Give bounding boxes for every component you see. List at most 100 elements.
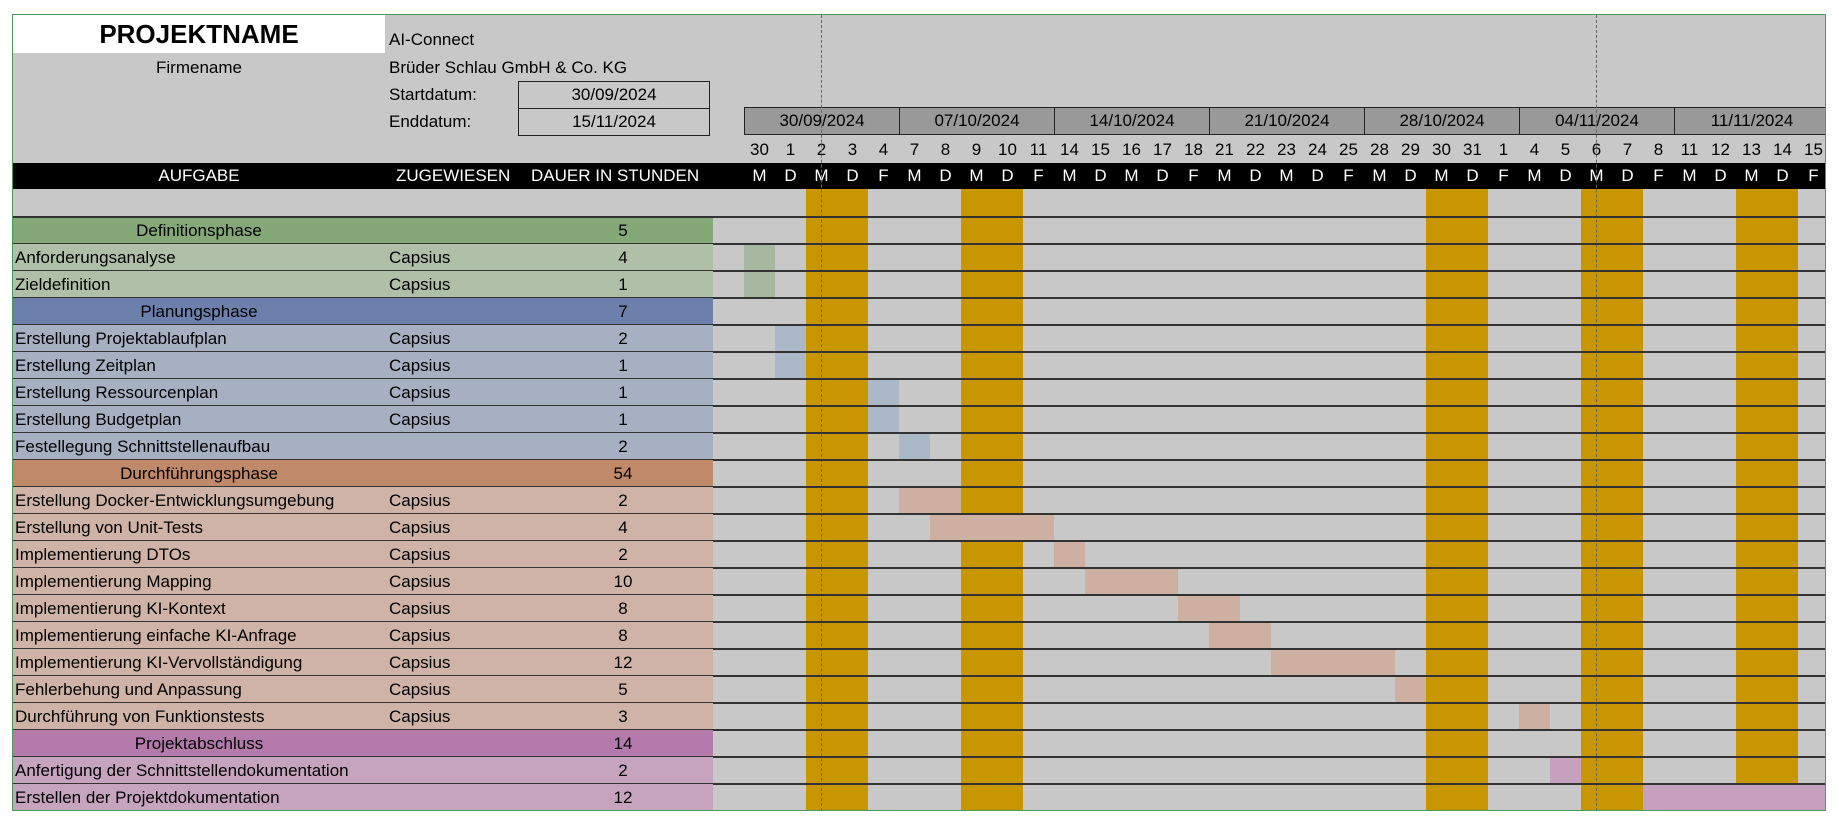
gantt-bar[interactable] (868, 407, 899, 432)
company-name-value[interactable]: Brüder Schlau GmbH & Co. KG (389, 58, 628, 77)
task-name[interactable]: Erstellung Projektablaufplan (15, 329, 227, 348)
task-assignee[interactable]: Capsius (389, 545, 451, 564)
task-assignee[interactable]: Capsius (389, 707, 451, 726)
gantt-bar[interactable] (1519, 704, 1550, 729)
task-name[interactable]: Anfertigung der Schnittstellendokumentat… (15, 761, 349, 780)
task-assignee[interactable]: Capsius (389, 329, 451, 348)
task-duration[interactable]: 2 (618, 437, 628, 456)
task-assignee[interactable]: Capsius (389, 383, 451, 402)
phase-row[interactable] (13, 298, 713, 325)
task-assignee[interactable]: Capsius (389, 680, 451, 699)
task-name[interactable]: Erstellung Docker-Entwicklungsumgebung (15, 491, 335, 510)
phase-name[interactable]: Durchführungsphase (120, 464, 278, 483)
start-date-input[interactable]: 30/09/2024 (518, 81, 710, 109)
gantt-bar[interactable] (1550, 758, 1581, 783)
task-name[interactable]: Zieldefinition (15, 275, 111, 294)
task-row[interactable] (13, 352, 713, 379)
task-name[interactable]: Erstellen der Projektdokumentation (15, 788, 280, 807)
task-assignee[interactable]: Capsius (389, 572, 451, 591)
task-row[interactable] (13, 325, 713, 352)
task-row[interactable] (13, 379, 713, 406)
task-row[interactable] (13, 514, 713, 541)
task-assignee[interactable]: Capsius (389, 248, 451, 267)
task-name[interactable]: Implementierung DTOs (15, 545, 191, 564)
task-row[interactable] (13, 703, 713, 730)
task-duration[interactable]: 3 (618, 707, 628, 726)
task-assignee[interactable]: Capsius (389, 626, 451, 645)
phase-row[interactable] (13, 460, 713, 487)
task-duration[interactable]: 4 (618, 518, 628, 537)
task-row[interactable] (13, 487, 713, 514)
phase-name[interactable]: Planungsphase (140, 302, 258, 321)
task-name[interactable]: Implementierung einfache KI-Anfrage (15, 626, 297, 645)
gantt-bar[interactable] (1085, 569, 1178, 594)
phase-name[interactable]: Projektabschluss (134, 734, 264, 753)
task-row[interactable] (13, 244, 713, 271)
task-duration[interactable]: 1 (618, 383, 628, 402)
task-row[interactable] (13, 676, 713, 703)
task-assignee[interactable]: Capsius (389, 275, 451, 294)
task-duration[interactable]: 2 (618, 491, 628, 510)
task-assignee[interactable]: Capsius (389, 356, 451, 375)
phase-duration[interactable]: 14 (613, 734, 633, 753)
phase-duration[interactable]: 54 (613, 464, 633, 483)
gantt-bar[interactable] (1054, 542, 1085, 567)
gantt-bar[interactable] (899, 434, 930, 459)
phase-duration[interactable]: 7 (618, 302, 628, 321)
task-name[interactable]: Erstellung Ressourcenplan (15, 383, 219, 402)
task-duration[interactable]: 10 (613, 572, 633, 591)
task-duration[interactable]: 8 (618, 626, 628, 645)
task-assignee[interactable]: Capsius (389, 518, 451, 537)
phase-row[interactable] (13, 730, 713, 757)
task-duration[interactable]: 2 (618, 761, 628, 780)
gantt-bar[interactable] (1395, 677, 1426, 702)
task-row[interactable] (13, 649, 713, 676)
task-name[interactable]: Implementierung KI-Kontext (15, 599, 226, 618)
task-name[interactable]: Festellegung Schnittstellenaufbau (15, 437, 271, 456)
task-name[interactable]: Erstellung Budgetplan (15, 410, 182, 429)
gantt-bar[interactable] (1271, 650, 1395, 675)
project-title[interactable]: PROJEKTNAME (13, 15, 385, 53)
task-assignee[interactable]: Capsius (389, 410, 451, 429)
task-name[interactable]: Implementierung Mapping (15, 572, 212, 591)
gantt-bar[interactable] (744, 272, 775, 297)
task-duration[interactable]: 8 (618, 599, 628, 618)
phase-duration[interactable]: 5 (618, 221, 628, 240)
task-name[interactable]: Erstellung Zeitplan (15, 356, 156, 375)
task-duration[interactable]: 1 (618, 275, 628, 294)
task-duration[interactable]: 4 (618, 248, 628, 267)
task-name[interactable]: Durchführung von Funktionstests (15, 707, 265, 726)
task-row[interactable] (13, 541, 713, 568)
gantt-bar[interactable] (899, 488, 961, 513)
gantt-bar[interactable] (868, 380, 899, 405)
task-duration[interactable]: 2 (618, 329, 628, 348)
task-assignee[interactable]: Capsius (389, 653, 451, 672)
task-row[interactable] (13, 406, 713, 433)
gantt-bar[interactable] (744, 245, 775, 270)
gantt-bar[interactable] (930, 515, 1054, 540)
gantt-bar[interactable] (1178, 596, 1240, 621)
task-row[interactable] (13, 757, 713, 784)
gantt-bar[interactable] (1209, 623, 1271, 648)
task-name[interactable]: Erstellung von Unit-Tests (15, 518, 204, 537)
task-name[interactable]: Implementierung KI-Vervollständigung (15, 653, 303, 672)
task-assignee[interactable]: Capsius (389, 491, 451, 510)
phase-name[interactable]: Definitionsphase (136, 221, 262, 240)
end-date-input[interactable]: 15/11/2024 (518, 108, 710, 136)
task-duration[interactable]: 12 (613, 653, 633, 672)
task-name[interactable]: Anforderungsanalyse (15, 248, 176, 267)
task-row[interactable] (13, 433, 713, 460)
task-duration[interactable]: 5 (618, 680, 628, 699)
gantt-bar[interactable] (1643, 785, 1825, 810)
task-assignee[interactable]: Capsius (389, 599, 451, 618)
task-duration[interactable]: 2 (618, 545, 628, 564)
task-duration[interactable]: 12 (613, 788, 633, 807)
task-row[interactable] (13, 271, 713, 298)
project-name-value[interactable]: AI-Connect (389, 30, 475, 49)
gantt-bar[interactable] (775, 326, 806, 351)
task-row[interactable] (13, 622, 713, 649)
task-duration[interactable]: 1 (618, 410, 628, 429)
gantt-bar[interactable] (775, 353, 806, 378)
task-row[interactable] (13, 784, 713, 810)
task-duration[interactable]: 1 (618, 356, 628, 375)
